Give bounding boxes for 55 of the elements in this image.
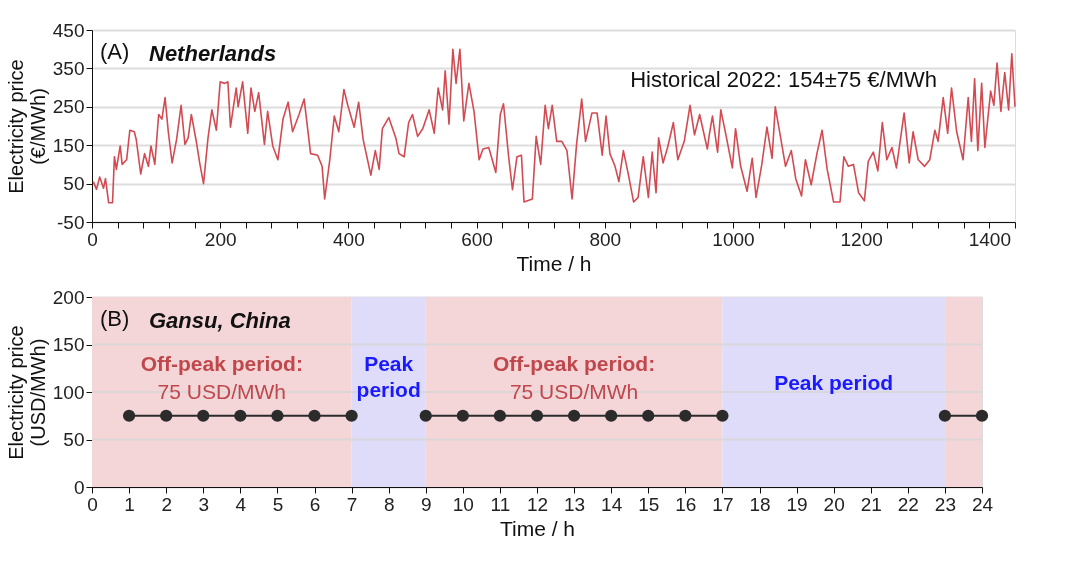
y-tick-label: 150 [52,334,85,355]
x-axis-title: Time / h [499,516,576,540]
x-tick-label: 15 [638,493,660,515]
x-tick-label: 1400 [968,228,1011,250]
annotation: (A) [100,39,130,64]
y-tick-label: 200 [52,286,85,308]
x-tick-label: 11 [490,493,511,515]
band-label: Off-peak period: 75 USD/MWh [492,352,656,404]
x-tick-label: 24 [971,493,994,515]
y-tick-label: -50 [57,211,85,233]
x-tick-label: 23 [934,493,956,515]
y-axis-title: Electricity price (€/MWh) [4,59,49,194]
x-tick-label: 20 [823,493,845,515]
x-tick-label: 600 [461,228,493,250]
text: Netherlands [149,41,277,66]
x-tick-label: 7 [346,493,358,515]
x-tick-label: 12 [526,493,549,515]
y-axis-title: Electricity price (USD/MWh) [4,325,49,460]
y-tick-label: 50 [63,173,85,195]
x-tick-label: 1000 [712,228,755,250]
y-tick-label: 450 [52,19,85,41]
x-tick-label: 13 [564,493,586,515]
y-tick-label: 150 [52,134,85,156]
y-tick-label: 0 [73,476,85,498]
x-tick-label: 4 [235,493,247,515]
x-tick-label: 21 [860,493,882,515]
y-tick-label: 50 [63,429,85,450]
x-tick-label: 6 [309,493,321,515]
x-tick-label: 17 [712,493,734,515]
x-tick-label: 3 [198,493,210,515]
annotation: Historical 2022: 154±75 €/MWh [630,67,937,92]
x-tick-label: 200 [204,228,237,250]
y-tick-label: 250 [52,96,85,118]
x-tick-label: 1 [124,493,135,515]
x-tick-label: 22 [897,493,919,515]
band-label: Off-peak period: 75 USD/MWh [140,352,303,404]
x-tick-label: 800 [589,228,622,250]
x-tick-label: 10 [452,493,474,515]
x-axis-title: Time / h [516,251,592,275]
x-tick-label: 5 [272,493,284,515]
band-label: Peak period [356,352,421,402]
x-tick-label: 16 [675,493,697,515]
text: Gansu, China [149,308,291,333]
y-tick-label: 350 [52,57,85,79]
x-tick-label: 400 [333,228,365,250]
x-tick-label: 9 [420,493,432,515]
x-tick-label: 1200 [840,228,883,250]
x-tick-label: 18 [749,493,771,515]
band-label: Peak period [774,371,894,395]
x-tick-label: 19 [786,493,808,515]
x-tick-label: 2 [161,493,172,515]
annotation: (B) [100,306,130,331]
y-tick-label: 100 [52,381,85,403]
x-tick-label: 8 [383,493,395,515]
x-tick-label: 14 [601,493,623,515]
